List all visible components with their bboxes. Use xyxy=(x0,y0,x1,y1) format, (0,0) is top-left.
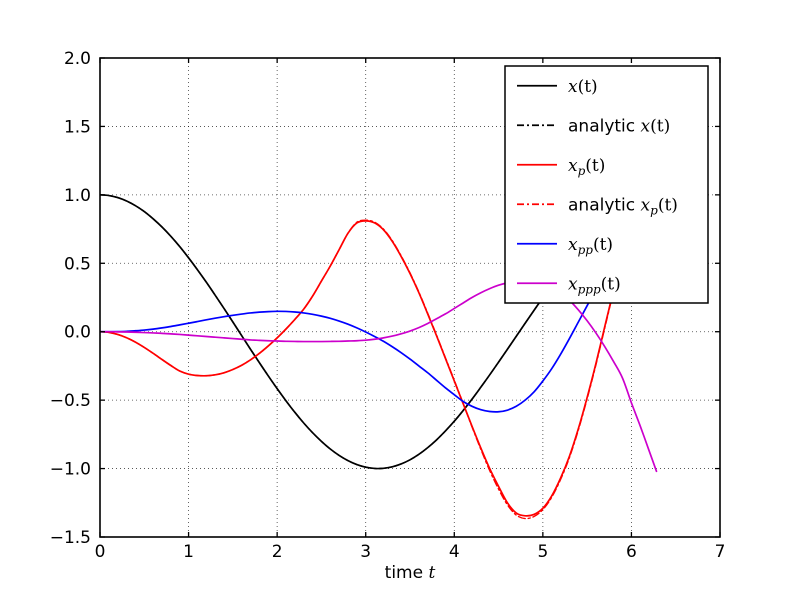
y-tick-label: 2.0 xyxy=(64,49,91,69)
x-tick-label: 4 xyxy=(449,542,460,562)
legend[interactable]: x(t)analytic x(t)xp(t)analytic xp(t)xpp(… xyxy=(504,65,709,304)
legend-label-tail: (t) xyxy=(601,274,621,294)
x-axis-label: time t xyxy=(385,563,436,583)
curve-x-ppp-t- xyxy=(100,279,658,473)
legend-label-x-pp-t-: xpp(t) xyxy=(568,235,613,257)
x-tick-label: 2 xyxy=(272,542,283,562)
legend-label-prefix: analytic xyxy=(568,116,641,136)
x-tick-label: 3 xyxy=(360,542,371,562)
legend-label-subscript: pp xyxy=(578,243,594,257)
legend-label-x-ppp-t-: xppp(t) xyxy=(568,274,621,296)
y-tick-label: −0.5 xyxy=(50,391,91,411)
y-tick-label: 1.0 xyxy=(64,186,91,206)
y-tick-label: 0.0 xyxy=(64,323,91,343)
y-tick-label: −1.0 xyxy=(50,460,91,480)
legend-label-subscript: p xyxy=(650,203,658,217)
legend-label-tail: (t) xyxy=(593,235,613,255)
legend-label-analytic-x-p-t-: analytic xp(t) xyxy=(568,195,678,217)
x-tick-label: 5 xyxy=(537,542,548,562)
legend-label-tail: (t) xyxy=(658,195,678,215)
x-axis-title: time t xyxy=(385,563,436,583)
legend-label-var: x xyxy=(568,77,578,97)
x-tick-label: 0 xyxy=(95,542,106,562)
y-tick-label: −1.5 xyxy=(50,528,91,548)
legend-label-var: x xyxy=(568,235,578,255)
data-curves xyxy=(100,125,658,520)
x-axis-title-var: t xyxy=(428,563,435,583)
legend-label-var: x xyxy=(568,274,578,294)
plot-border xyxy=(99,57,721,538)
legend-box[interactable] xyxy=(504,65,709,304)
legend-label-var: x xyxy=(641,116,651,136)
tick-marks-and-labels: 0 1 2 3 4 5 6 7 −1.5 −1.0 −0.5 0.0 0.5 1.0 1.5 2.0 xyxy=(50,49,726,562)
x-tick-label: 1 xyxy=(183,542,194,562)
legend-label-tail: (t) xyxy=(585,156,605,176)
legend-label-var: x xyxy=(568,156,578,176)
legend-label-analytic-x-t-: analytic x(t) xyxy=(568,116,670,136)
legend-label-subscript: ppp xyxy=(578,282,601,296)
curve-analytic-x-p-t- xyxy=(100,127,658,520)
legend-label-x-t-: x(t) xyxy=(568,77,598,97)
axes-frame xyxy=(99,57,721,538)
legend-label-tail: (t) xyxy=(650,116,670,136)
x-tick-label: 6 xyxy=(626,542,637,562)
legend-label-var: x xyxy=(641,195,651,215)
y-tick-label: 1.5 xyxy=(64,117,91,137)
legend-label-x-p-t-: xp(t) xyxy=(568,156,605,178)
legend-label-subscript: p xyxy=(578,164,586,178)
x-axis-title-text: time xyxy=(385,563,423,583)
legend-label-prefix: analytic xyxy=(568,195,641,215)
y-tick-label: 0.5 xyxy=(64,254,91,274)
legend-label-tail: (t) xyxy=(578,77,598,97)
x-tick-label: 7 xyxy=(715,542,726,562)
